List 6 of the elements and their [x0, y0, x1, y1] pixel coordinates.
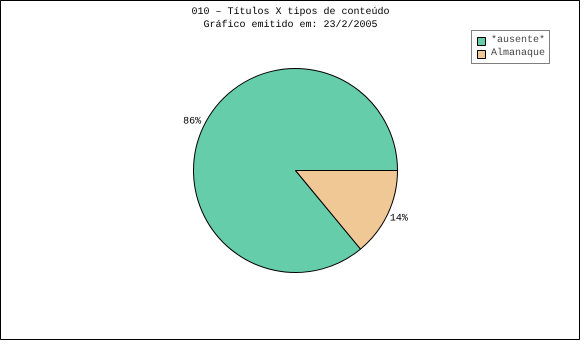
data-label: 14% — [390, 214, 408, 225]
data-label: 86% — [183, 116, 202, 128]
legend-label: *ausente* — [490, 35, 545, 46]
chart-subtitle: Gráfico emitido em: 23/2/2005 — [203, 19, 378, 31]
legend-label: Almanaque — [490, 48, 545, 59]
chart-title: 010 – Títulos X tipos de conteúdo — [191, 6, 390, 18]
